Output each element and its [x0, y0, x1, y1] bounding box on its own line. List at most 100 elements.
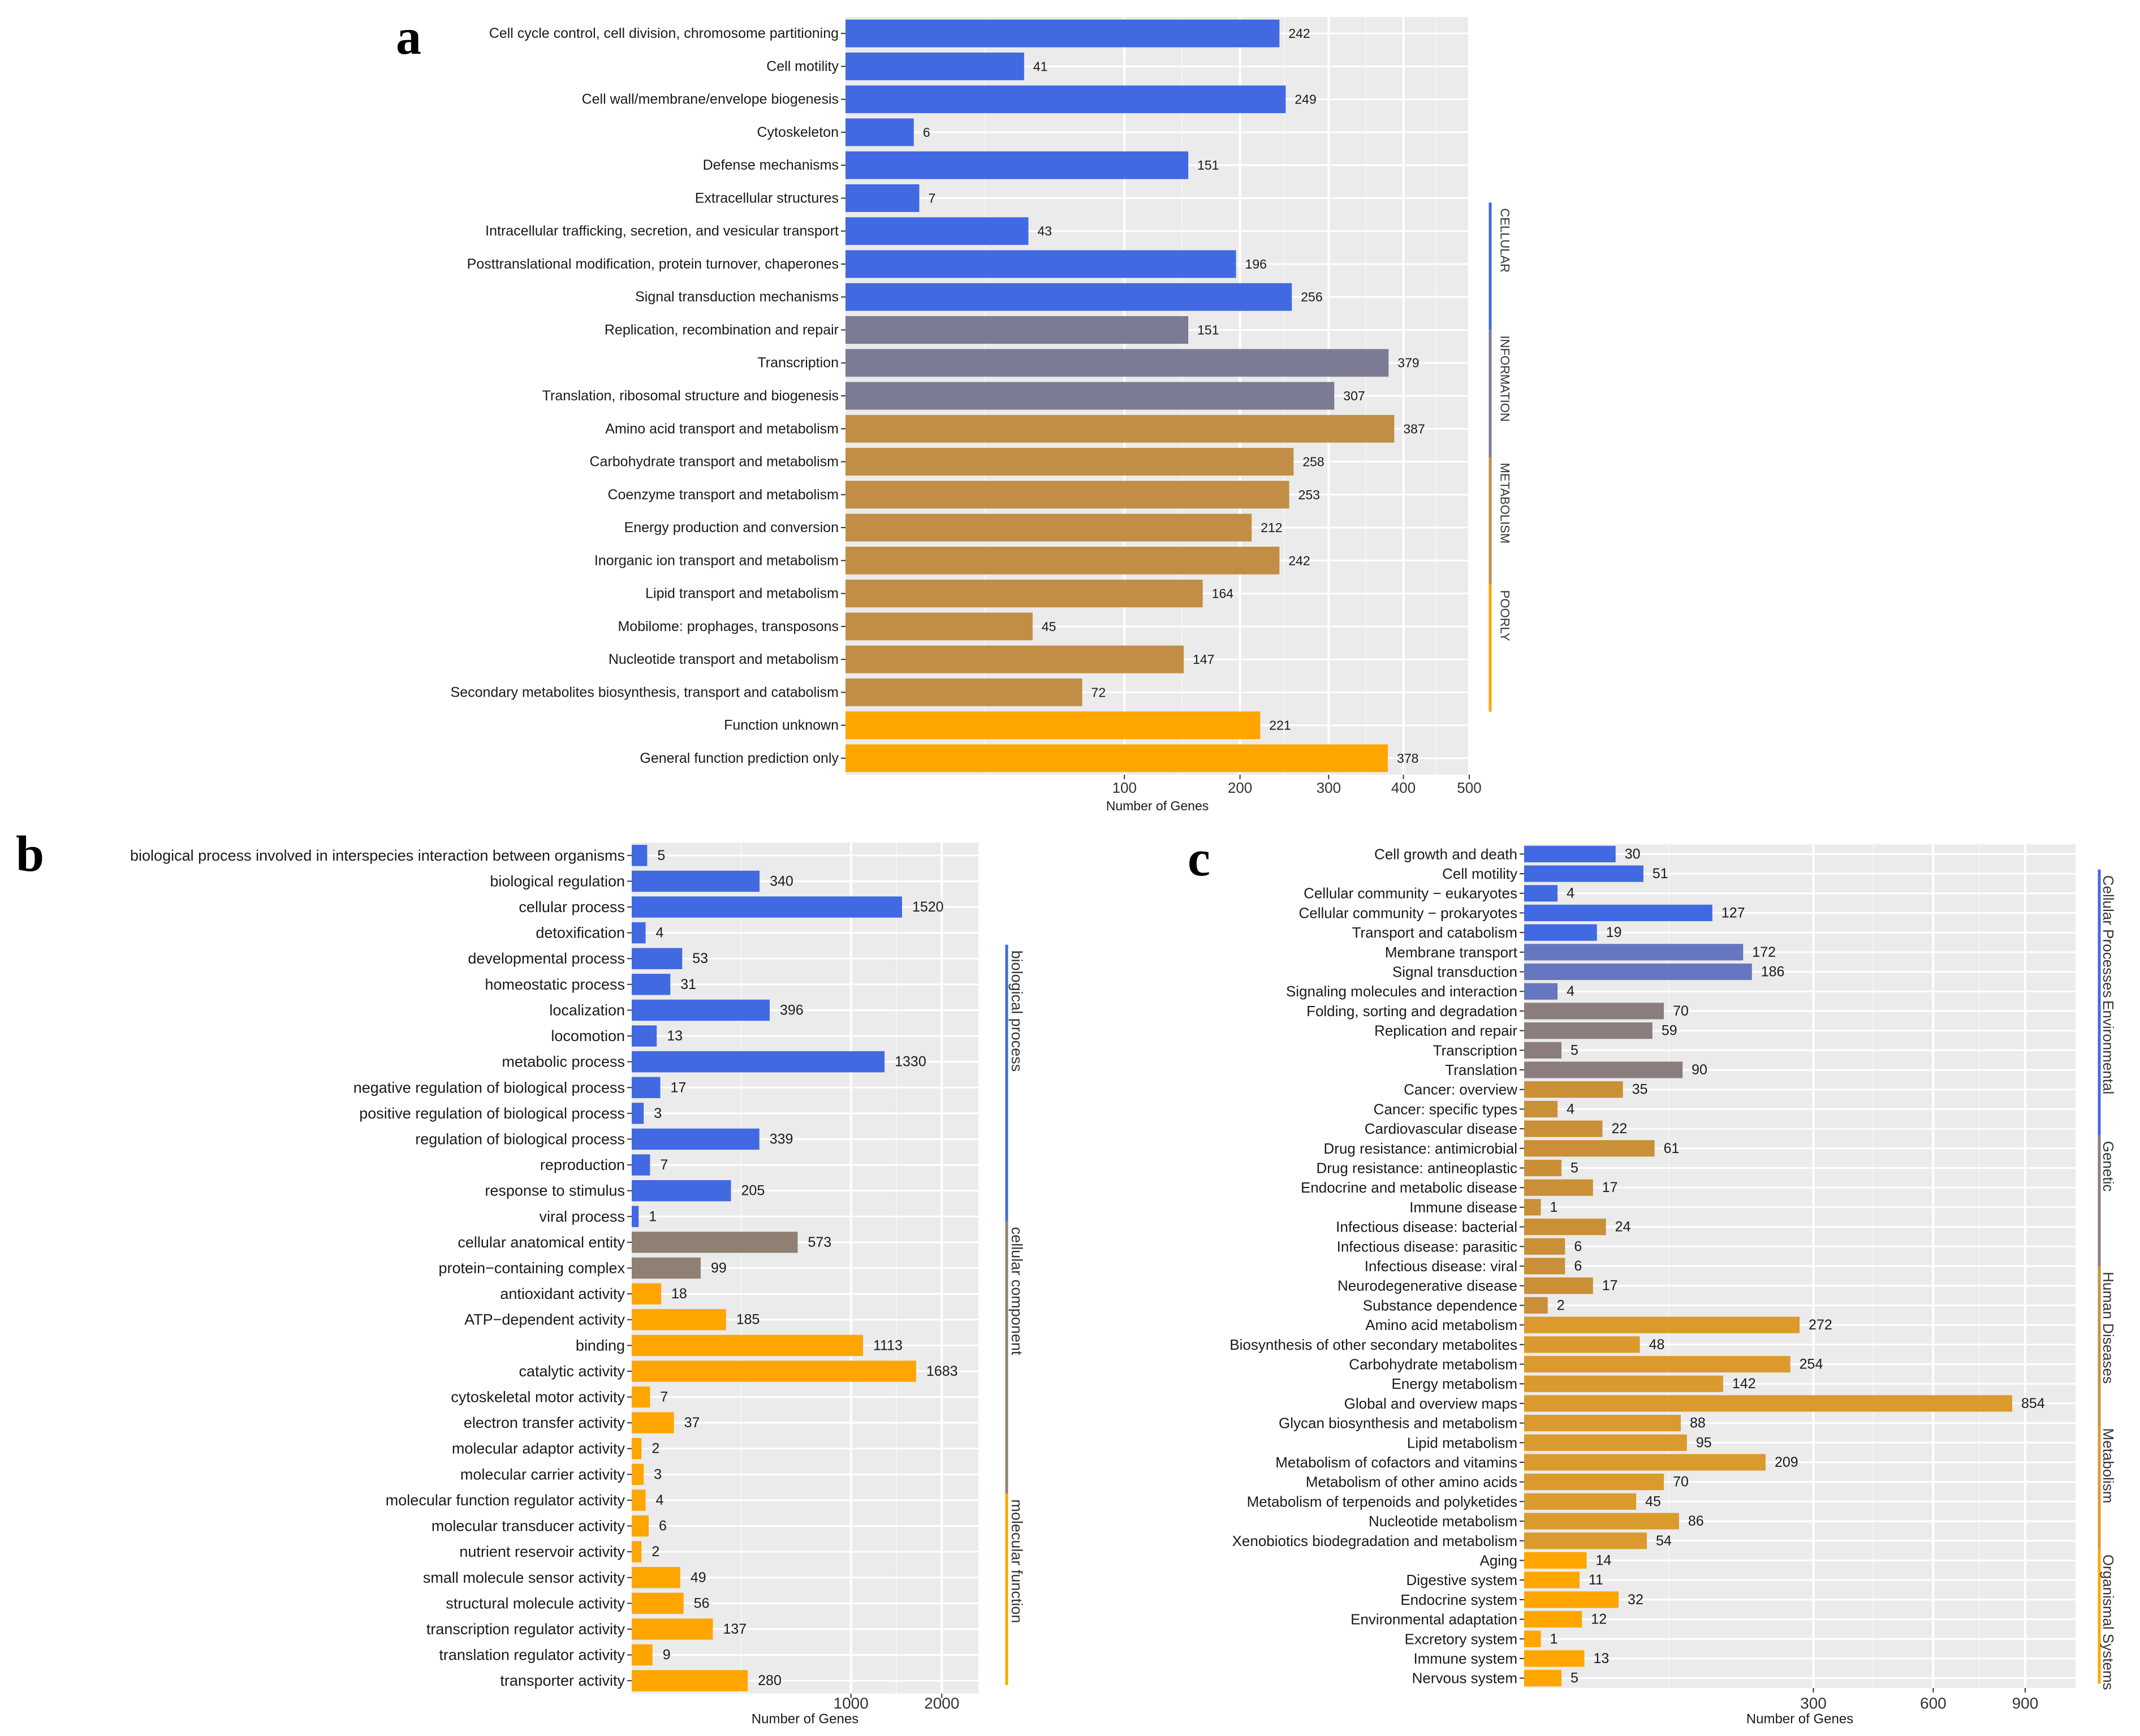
bar-energy-production-and-conversion [845, 513, 1252, 542]
value-label: 37 [684, 1415, 700, 1431]
category-label: Secondary metabolites biosynthesis, tran… [451, 684, 839, 700]
x-tick-label: 100 [1112, 779, 1137, 796]
value-label: 1330 [895, 1054, 926, 1070]
value-label: 164 [1212, 586, 1234, 601]
group-label-organismal-systems: Organismal Systems [2100, 1554, 2117, 1690]
bar-transcription [1524, 1042, 1562, 1059]
value-label: 151 [1197, 322, 1219, 337]
bar-glycan-biosynthesis-and-metabolism [1524, 1415, 1681, 1432]
panel-letter-c: c [1188, 831, 1210, 887]
bar-infectious-disease-bacterial [1524, 1219, 1606, 1236]
category-label: molecular function regulator activity [386, 1492, 625, 1509]
value-label: 59 [1662, 1023, 1677, 1039]
group-label-human-diseases: Human Diseases [2100, 1272, 2117, 1384]
bar-secondary-metabolites-biosynthesis-transport-and-catabolism [845, 678, 1082, 706]
bar-xenobiotics-biodegradation-and-metabolism [1524, 1532, 1647, 1549]
bar-protein-containing-complex [632, 1257, 701, 1279]
category-label: Cancer: overview [1404, 1081, 1517, 1098]
bar-signal-transduction-mechanisms [845, 283, 1292, 311]
value-label: 254 [1800, 1356, 1823, 1372]
bar-molecular-function-regulator-activity [632, 1489, 646, 1511]
value-label: 11 [1589, 1572, 1603, 1588]
value-label: 56 [694, 1595, 710, 1611]
category-label: molecular adaptor activity [452, 1440, 625, 1457]
value-label: 22 [1612, 1121, 1628, 1137]
bar-cell-cycle-control-cell-division-chromosome-partitioning [845, 19, 1280, 47]
category-label: antioxidant activity [500, 1285, 625, 1302]
bar-extracellular-structures [845, 184, 920, 212]
value-label: 61 [1664, 1141, 1680, 1156]
category-label: Signal transduction mechanisms [635, 289, 839, 305]
value-label: 9 [663, 1647, 671, 1663]
bar-nutrient-reservoir-activity [632, 1541, 642, 1562]
bar-cardiovascular-disease [1524, 1120, 1603, 1137]
value-label: 151 [1197, 158, 1219, 172]
category-label: cellular process [519, 899, 625, 915]
category-label: Lipid metabolism [1407, 1434, 1517, 1451]
x-tick-label: 1000 [834, 1695, 869, 1712]
value-label: 17 [1602, 1180, 1618, 1195]
category-label: Endocrine system [1400, 1591, 1517, 1608]
chart-panel-b: biological process involved in interspec… [130, 843, 1025, 1727]
category-label: Cancer: specific types [1374, 1100, 1517, 1117]
bar-molecular-carrier-activity [632, 1463, 644, 1485]
value-label: 378 [1397, 751, 1418, 766]
bar-energy-metabolism [1524, 1375, 1723, 1392]
bar-endocrine-and-metabolic-disease [1524, 1179, 1593, 1196]
value-label: 13 [1593, 1651, 1609, 1666]
value-label: 387 [1403, 421, 1425, 436]
category-label: Nucleotide transport and metabolism [609, 651, 839, 667]
bar-locomotion [632, 1025, 657, 1047]
category-label: Signaling molecules and interaction [1286, 983, 1517, 1000]
value-label: 45 [1042, 619, 1056, 634]
value-label: 7 [660, 1389, 668, 1405]
panel-letter-a: a [396, 9, 421, 65]
category-label: small molecule sensor activity [423, 1569, 625, 1586]
category-label: Translation, ribosomal structure and bio… [542, 388, 839, 404]
category-label: Endocrine and metabolic disease [1301, 1179, 1517, 1196]
value-label: 48 [1649, 1337, 1665, 1353]
category-label: Amino acid transport and metabolism [605, 421, 839, 437]
value-label: 196 [1245, 257, 1267, 271]
value-label: 19 [1606, 925, 1622, 940]
category-label: Metabolism of terpenoids and polyketides [1247, 1493, 1517, 1510]
value-label: 137 [723, 1621, 747, 1637]
value-label: 12 [1591, 1612, 1607, 1627]
category-label: Cellular community − eukaryotes [1304, 885, 1517, 902]
value-label: 5 [657, 848, 665, 863]
value-label: 86 [1688, 1513, 1704, 1529]
category-label: Function unknown [724, 718, 839, 733]
bar-general-function-prediction-only [845, 744, 1388, 772]
category-label: Global and overview maps [1344, 1395, 1517, 1412]
value-label: 3 [654, 1466, 662, 1482]
category-label: Cell cycle control, cell division, chrom… [489, 25, 839, 41]
category-label: Replication, recombination and repair [605, 322, 839, 338]
value-label: 45 [1645, 1493, 1661, 1509]
category-label: protein−containing complex [439, 1260, 625, 1277]
group-label-cellular: CELLULAR [1498, 208, 1512, 273]
bar-developmental-process [632, 948, 683, 969]
bar-amino-acid-metabolism [1524, 1316, 1800, 1333]
category-label: Aging [1480, 1552, 1518, 1569]
value-label: 573 [808, 1234, 831, 1250]
value-label: 70 [1673, 1003, 1689, 1019]
bar-metabolism-of-cofactors-and-vitamins [1524, 1454, 1766, 1471]
value-label: 6 [1574, 1258, 1582, 1274]
category-label: Translation [1445, 1061, 1517, 1078]
chart-panel-a: Cell cycle control, cell division, chrom… [451, 17, 1512, 813]
category-label: Transcription [757, 355, 839, 371]
category-label: Excretory system [1405, 1630, 1517, 1647]
category-label: Transcription [1433, 1042, 1517, 1059]
bar-signaling-molecules-and-interaction [1524, 983, 1558, 1000]
bar-endocrine-system [1524, 1591, 1619, 1608]
x-tick-label: 300 [1317, 779, 1341, 796]
bar-posttranslational-modification-protein-turnover-chaperones [845, 250, 1236, 278]
value-label: 72 [1091, 685, 1106, 699]
category-label: Posttranslational modification, protein … [467, 256, 839, 272]
category-label: Nucleotide metabolism [1369, 1513, 1517, 1530]
bar-cellular-community-prokaryotes [1524, 904, 1712, 922]
value-label: 4 [656, 1492, 664, 1508]
category-label: Metabolism of cofactors and vitamins [1275, 1454, 1517, 1471]
value-label: 242 [1288, 553, 1310, 568]
category-label: Metabolism of other amino acids [1306, 1474, 1517, 1491]
